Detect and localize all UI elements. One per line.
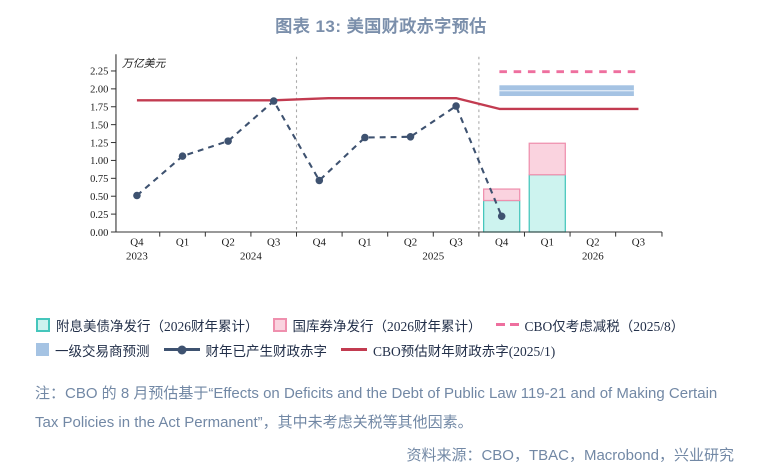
year-label: 2026 bbox=[582, 251, 604, 263]
incurred-point bbox=[406, 133, 415, 141]
y-tick-label: 1.25 bbox=[90, 138, 108, 149]
note-text: 注：CBO 的 8 月预估基于“Effects on Deficits and … bbox=[35, 385, 718, 432]
page-title: 图表 13: 美国财政赤字预估 bbox=[275, 17, 487, 36]
unit-label: 万亿美元 bbox=[122, 57, 167, 70]
deficit-chart: 0.00 0.25 0.50 0.75 1.00 1.25 1.50 1.75 2.00 2.25… bbox=[90, 54, 663, 263]
quarter-label: Q2 bbox=[586, 236, 599, 248]
quarter-label: Q2 bbox=[221, 236, 234, 248]
incurred-point bbox=[224, 137, 232, 145]
source-text: 资料来源：CBO，TBAC，Macrobond，兴业研究 bbox=[406, 446, 734, 464]
quarter-label: Q4 bbox=[130, 236, 144, 248]
y-tick-label: 0.75 bbox=[90, 174, 108, 185]
y-tick-label: 1.50 bbox=[90, 120, 108, 131]
legend-label-dealer: 一级交易商预测 bbox=[55, 343, 150, 359]
legend-label-cbo-aug: CBO仅考虑减税（2025/8） bbox=[524, 318, 685, 334]
dealer-swatch-icon bbox=[36, 343, 49, 356]
legend-item-bills: 国库券净发行（2026财年累计） bbox=[272, 315, 482, 335]
legend-label-incurred: 财年已产生财政赤字 bbox=[205, 343, 328, 359]
y-tick-label: 1.75 bbox=[90, 103, 108, 114]
incurred-line bbox=[136, 99, 503, 217]
y-tick-label: 2.25 bbox=[90, 67, 108, 78]
quarter-label: Q3 bbox=[267, 236, 281, 248]
bills-swatch-icon bbox=[272, 317, 287, 332]
legend: 附息美债净发行（2026财年累计） 国库券净发行（2026财年累计） CBO仅考… bbox=[36, 312, 762, 362]
incurred-line-icon bbox=[163, 348, 200, 351]
legend-label-bills: 国库券净发行（2026财年累计） bbox=[292, 318, 482, 334]
coupon-swatch-icon bbox=[36, 317, 50, 332]
cbo-jan-line-icon bbox=[341, 348, 367, 351]
quarter-label: Q3 bbox=[632, 236, 646, 248]
bill-bar bbox=[528, 142, 566, 176]
year-label: 2025 bbox=[422, 251, 444, 263]
legend-label-coupon: 附息美债净发行（2026财年累计） bbox=[56, 318, 259, 334]
legend-item-cbo-aug: CBO仅考虑减税（2025/8） bbox=[495, 315, 685, 335]
incurred-point bbox=[452, 102, 460, 110]
legend-item-cbo-jan: CBO预估财年财政赤字(2025/1) bbox=[341, 340, 555, 360]
incurred-point bbox=[315, 176, 324, 185]
y-tick-label: 0.50 bbox=[90, 192, 108, 203]
incurred-point bbox=[133, 191, 141, 200]
cbo-aug-dash-icon bbox=[495, 322, 519, 327]
legend-item-dealer: 一级交易商预测 bbox=[36, 340, 150, 360]
quarter-label: Q4 bbox=[313, 236, 327, 248]
quarter-label: Q1 bbox=[541, 236, 554, 248]
legend-item-incurred: 财年已产生财政赤字 bbox=[163, 340, 328, 360]
y-tick-label: 2.00 bbox=[90, 85, 108, 96]
y-tick-label: 0.25 bbox=[90, 210, 108, 221]
quarter-label: Q1 bbox=[176, 236, 189, 248]
incurred-point bbox=[178, 152, 187, 160]
y-tick-label: 1.00 bbox=[90, 156, 108, 167]
quarter-label: Q1 bbox=[358, 236, 371, 248]
legend-label-cbo-jan: CBO预估财年财政赤字(2025/1) bbox=[373, 343, 556, 359]
coupon-bar bbox=[528, 174, 566, 233]
y-tick-label: 0.00 bbox=[90, 228, 108, 239]
legend-row-1: 附息美债净发行（2026财年累计） 国库券净发行（2026财年累计） CBO仅考… bbox=[36, 312, 762, 337]
legend-item-coupon: 附息美债净发行（2026财年累计） bbox=[36, 315, 259, 335]
legend-row-2: 一级交易商预测 财年已产生财政赤字 CBO预估财年财政赤字(2025/1) bbox=[36, 337, 762, 362]
quarter-label: Q4 bbox=[495, 236, 509, 248]
quarter-label: Q3 bbox=[449, 236, 463, 248]
quarter-label: Q2 bbox=[404, 236, 417, 248]
year-label: 2024 bbox=[240, 251, 262, 263]
cbo-jan-line bbox=[136, 96, 639, 111]
incurred-point bbox=[269, 97, 278, 105]
year-label: 2023 bbox=[126, 251, 148, 263]
bill-bar bbox=[483, 188, 521, 202]
incurred-point bbox=[497, 212, 506, 221]
incurred-point bbox=[361, 133, 369, 142]
